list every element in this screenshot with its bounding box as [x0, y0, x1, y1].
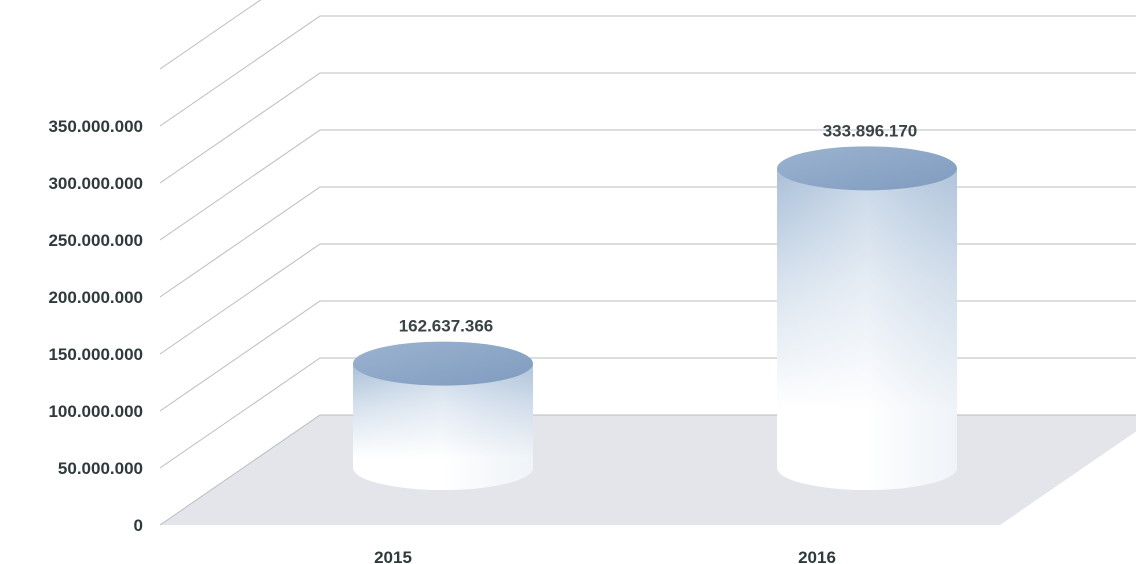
bar-2016	[777, 146, 957, 490]
gridline	[159, 72, 1136, 184]
y-tick-label: 50.000.000	[58, 459, 143, 478]
y-tick-label: 350.000.000	[48, 117, 143, 136]
gridline	[159, 15, 1136, 127]
x-tick-label: 2015	[374, 548, 412, 564]
gridline	[159, 129, 1136, 241]
data-label: 333.896.170	[823, 121, 918, 140]
data-label: 162.637.366	[399, 317, 494, 336]
gridline	[159, 186, 1136, 298]
y-tick-label: 250.000.000	[48, 231, 143, 250]
x-tick-label: 2016	[798, 548, 836, 564]
gridline	[159, 300, 1136, 412]
gridline	[159, 0, 262, 70]
bar-2015	[353, 341, 533, 490]
y-tick-label: 150.000.000	[48, 345, 143, 364]
gridline	[159, 243, 1136, 355]
y-tick-label: 100.000.000	[48, 402, 143, 421]
y-tick-label: 200.000.000	[48, 288, 143, 307]
chart-floor	[160, 415, 1136, 525]
y-tick-label: 300.000.000	[48, 174, 143, 193]
y-tick-label: 0	[134, 516, 143, 535]
